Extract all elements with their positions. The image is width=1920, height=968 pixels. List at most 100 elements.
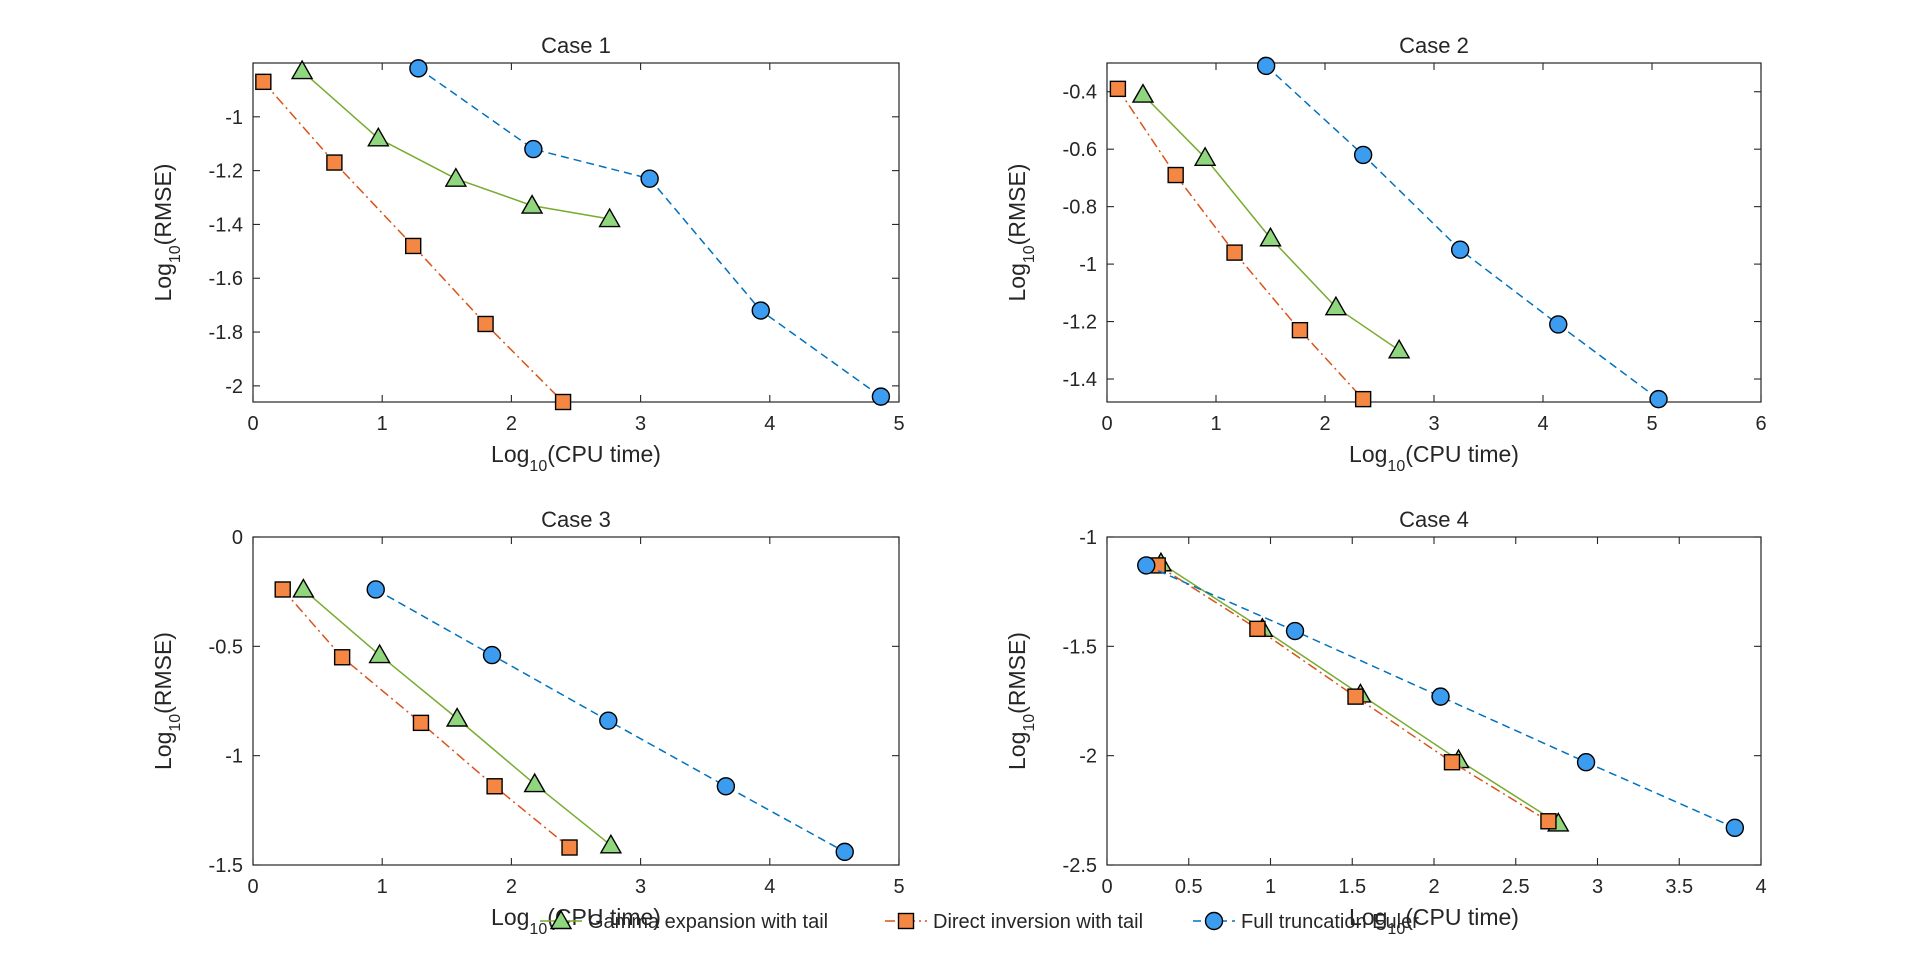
y-tick-label: 0 xyxy=(232,527,243,549)
data-point-direct xyxy=(405,237,422,255)
legend-item-euler: Full truncation Euler xyxy=(1193,911,1419,933)
y-tick-label: -2 xyxy=(225,376,243,398)
series-direct xyxy=(274,581,578,856)
chart-title: Case 3 xyxy=(541,507,611,532)
x-tick-label: 1.5 xyxy=(1338,876,1366,898)
data-point-gamma xyxy=(292,578,315,598)
data-point-euler xyxy=(716,777,736,796)
series-euler xyxy=(1137,556,1745,838)
y-tick-label: -1.2 xyxy=(1063,312,1097,334)
data-point-gamma xyxy=(445,707,469,727)
data-point-euler xyxy=(366,580,385,599)
series-direct xyxy=(255,73,572,411)
data-point-direct xyxy=(412,714,430,732)
series-direct xyxy=(1109,80,1372,408)
data-point-euler xyxy=(1725,818,1745,838)
data-point-gamma xyxy=(1324,295,1348,316)
data-point-direct xyxy=(1443,754,1461,771)
x-tick-label: 0 xyxy=(247,413,258,435)
data-point-direct xyxy=(1291,321,1309,339)
data-point-euler xyxy=(1256,56,1276,76)
data-point-direct xyxy=(486,778,503,795)
data-point-euler xyxy=(1285,621,1305,641)
x-tick-label: 2.5 xyxy=(1502,876,1530,898)
data-point-gamma xyxy=(1387,338,1411,359)
data-point-direct xyxy=(274,581,291,598)
x-axis-label: Log10(CPU time) xyxy=(1349,441,1519,475)
series-gamma xyxy=(290,59,621,228)
y-tick-label: -2.5 xyxy=(1063,855,1097,877)
legend-marker-direct xyxy=(897,912,915,930)
legend-label-euler: Full truncation Euler xyxy=(1241,911,1419,933)
x-tick-label: 0 xyxy=(247,876,258,898)
x-tick-label: 4 xyxy=(764,413,775,435)
y-tick-label: -1 xyxy=(1079,254,1097,276)
x-tick-label: 5 xyxy=(893,413,904,435)
x-tick-label: 1 xyxy=(377,876,388,898)
x-tick-label: 5 xyxy=(1646,413,1657,435)
series-euler xyxy=(366,580,854,862)
x-tick-label: 1 xyxy=(1265,876,1276,898)
legend-marker-gamma xyxy=(549,909,573,930)
data-point-euler xyxy=(835,842,854,862)
y-axis-label: Log10(RMSE) xyxy=(150,164,184,302)
x-tick-label: 1 xyxy=(1210,413,1221,435)
data-point-euler xyxy=(1431,687,1450,706)
chart-panel-4: 0 0.5 1 1.5 2 2.5 3 3.5 4 -2.5 -2 -1.5 -1 Case 4 Log10… xyxy=(1004,507,1767,938)
x-tick-label: 2 xyxy=(1428,876,1439,898)
x-tick-label: 3 xyxy=(1428,413,1439,435)
x-tick-label: 3 xyxy=(635,876,646,898)
legend-item-gamma: Gamma expansion with tail xyxy=(540,909,828,933)
y-tick-label: -1 xyxy=(1079,527,1097,549)
data-point-gamma xyxy=(1193,146,1217,167)
x-tick-label: 4 xyxy=(1755,876,1766,898)
series-gamma xyxy=(1131,83,1411,359)
data-point-direct xyxy=(326,154,343,171)
legend-label-gamma: Gamma expansion with tail xyxy=(588,911,828,933)
y-tick-label: -0.6 xyxy=(1063,139,1097,161)
data-point-euler xyxy=(751,301,770,320)
x-tick-label: 2 xyxy=(506,876,517,898)
series-gamma xyxy=(292,578,623,854)
series-line-direct xyxy=(282,588,571,849)
data-point-direct xyxy=(1347,688,1364,705)
chart-title: Case 1 xyxy=(541,33,611,58)
y-tick-label: -1.4 xyxy=(1063,369,1097,391)
y-tick-label: -1 xyxy=(225,746,243,768)
series-euler xyxy=(1256,56,1668,409)
y-tick-label: -1.5 xyxy=(1063,636,1097,658)
y-axis-label: Log10(RMSE) xyxy=(150,632,184,770)
axes-frame xyxy=(252,62,900,403)
data-point-euler xyxy=(1450,240,1470,259)
axes-frame xyxy=(252,536,900,866)
data-point-gamma xyxy=(520,194,544,214)
data-point-euler xyxy=(1649,389,1668,409)
y-tick-label: -2 xyxy=(1079,746,1097,768)
y-tick-label: -0.4 xyxy=(1063,82,1097,104)
data-point-gamma xyxy=(290,59,314,80)
data-point-euler xyxy=(1353,145,1373,165)
data-point-gamma xyxy=(367,126,390,147)
x-tick-label: 6 xyxy=(1755,413,1766,435)
legend-item-direct: Direct inversion with tail xyxy=(885,911,1143,933)
y-tick-label: -0.5 xyxy=(209,636,243,658)
y-tick-label: -1.6 xyxy=(209,268,243,290)
data-point-euler xyxy=(640,169,659,188)
data-point-gamma xyxy=(599,833,623,854)
x-tick-label: 0 xyxy=(1101,413,1112,435)
x-tick-label: 2 xyxy=(1319,413,1330,435)
y-axis-label: Log10(RMSE) xyxy=(1004,632,1038,770)
series-euler xyxy=(409,59,891,406)
data-point-direct xyxy=(1109,80,1127,98)
data-point-direct xyxy=(477,315,494,333)
data-point-direct xyxy=(1167,166,1184,184)
data-point-euler xyxy=(599,711,618,730)
data-point-gamma xyxy=(368,643,391,664)
data-point-gamma xyxy=(523,772,546,793)
legend-label-direct: Direct inversion with tail xyxy=(933,911,1143,933)
y-tick-label: -1.5 xyxy=(209,855,243,877)
data-point-direct xyxy=(1226,244,1243,261)
x-tick-label: 3 xyxy=(635,413,646,435)
y-tick-label: -1.2 xyxy=(209,161,243,183)
